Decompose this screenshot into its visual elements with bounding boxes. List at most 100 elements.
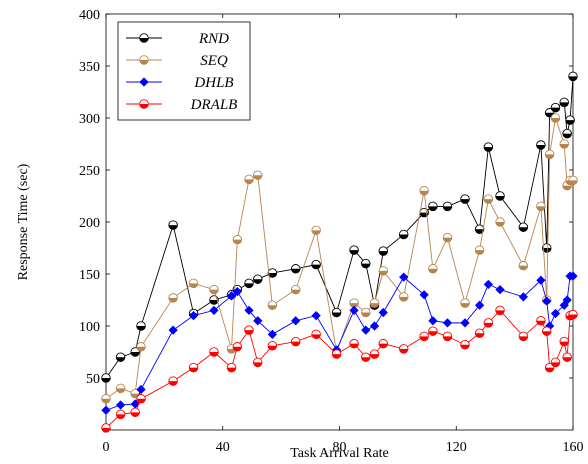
data-point-dralb [209, 347, 219, 357]
x-tick-label: 80 [333, 440, 347, 455]
data-point-dralb [419, 331, 429, 342]
x-tick-label: 0 [103, 440, 110, 455]
data-point-dralb [232, 342, 243, 352]
data-point-seq [536, 201, 546, 212]
data-point-rnd [562, 128, 572, 139]
data-point-dralb [361, 352, 371, 362]
data-point-dhlb [168, 325, 178, 335]
data-point-rnd [361, 258, 371, 269]
data-point-dralb [369, 349, 380, 359]
data-point-dhlb [460, 318, 470, 328]
data-point-rnd [568, 71, 578, 82]
data-point-dhlb [369, 321, 380, 331]
data-point-seq [232, 234, 243, 245]
data-point-seq [267, 300, 278, 310]
data-point-seq [518, 260, 529, 271]
data-point-dralb [253, 357, 263, 368]
legend-entry-dralb: DRALB [126, 97, 237, 113]
data-point-dralb [442, 331, 453, 342]
data-point-seq [115, 383, 126, 394]
data-point-dralb [188, 362, 199, 373]
data-point-seq [101, 394, 111, 404]
data-point-rnd [290, 264, 301, 274]
y-tick-label: 250 [79, 164, 100, 179]
data-point-dhlb [399, 272, 409, 282]
data-point-seq [378, 266, 389, 276]
legend-entry-rnd: RND [126, 31, 229, 47]
data-point-dhlb [361, 325, 371, 335]
y-tick-label: 150 [79, 268, 100, 283]
data-point-rnd [168, 220, 178, 230]
data-point-seq [349, 298, 359, 308]
data-point-rnd [398, 229, 409, 240]
data-point-rnd [442, 201, 453, 212]
data-point-seq [209, 284, 219, 295]
data-point-dralb [378, 338, 389, 349]
data-point-dhlb [311, 310, 321, 321]
data-point-seq [474, 245, 485, 255]
y-tick-label: 400 [79, 8, 100, 23]
data-point-seq [136, 342, 146, 352]
data-point-rnd [483, 142, 494, 152]
data-point-dhlb [253, 316, 263, 326]
legend-label-dhlb: DHLB [193, 75, 233, 91]
series-layer [101, 71, 578, 433]
data-point-rnd [550, 102, 561, 113]
data-point-rnd [253, 274, 263, 284]
data-point-dralb [349, 338, 359, 349]
data-point-rnd [428, 201, 438, 212]
data-point-dralb [474, 328, 485, 339]
y-tick-label: 350 [79, 60, 100, 75]
data-point-dhlb [568, 271, 578, 281]
legend-marker-rnd [139, 33, 149, 43]
data-point-dralb [130, 407, 140, 418]
data-point-rnd [536, 140, 546, 150]
data-point-dralb [115, 409, 126, 420]
data-point-dralb [428, 326, 438, 336]
data-point-seq [168, 293, 178, 303]
data-point-dhlb [136, 384, 146, 395]
data-point-dralb [536, 316, 546, 326]
data-point-dralb [550, 357, 561, 368]
data-point-rnd [244, 278, 254, 289]
data-point-dhlb [232, 287, 242, 297]
data-point-dralb [460, 339, 470, 350]
legend-entry-seq: SEQ [126, 53, 228, 69]
data-point-rnd [267, 268, 278, 278]
data-point-dhlb [550, 308, 561, 319]
series-seq [101, 113, 578, 404]
data-point-rnd [460, 194, 470, 204]
data-point-dhlb [474, 300, 485, 310]
data-point-dhlb [442, 318, 453, 328]
data-point-dralb [226, 362, 237, 373]
data-point-rnd [559, 97, 569, 108]
data-point-dralb [483, 318, 494, 328]
data-point-dralb [244, 325, 254, 335]
legend-marker-dhlb [139, 77, 149, 87]
data-point-dralb [495, 305, 505, 316]
data-point-seq [290, 284, 301, 295]
data-point-rnd [130, 347, 140, 357]
series-dralb [101, 305, 578, 433]
legend-marker-seq [139, 55, 149, 65]
data-point-dralb [541, 326, 552, 336]
data-point-seq [244, 174, 254, 185]
data-point-rnd [518, 222, 529, 232]
data-point-dhlb [267, 329, 277, 339]
legend-label-rnd: RND [198, 31, 229, 47]
data-point-rnd [495, 191, 505, 201]
data-point-rnd [544, 108, 555, 118]
data-point-dhlb [349, 305, 359, 316]
y-tick-label: 50 [86, 372, 100, 387]
y-axis-label: Response Time (sec) [16, 163, 31, 280]
data-point-seq [419, 186, 429, 196]
data-point-rnd [311, 259, 321, 270]
data-point-seq [483, 194, 494, 204]
y-tick-label: 300 [79, 112, 100, 127]
data-point-dhlb [495, 284, 505, 295]
legend-entry-dhlb: DHLB [126, 75, 234, 91]
data-point-rnd [541, 243, 552, 253]
data-point-dhlb [518, 292, 529, 302]
data-point-dralb [331, 349, 342, 359]
data-point-dralb [559, 336, 569, 347]
